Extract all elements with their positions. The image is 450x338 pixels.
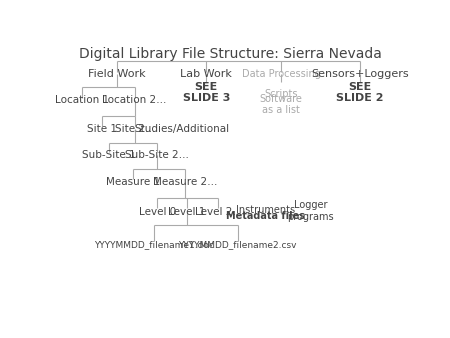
Text: Instruments: Instruments bbox=[236, 205, 295, 215]
Text: YYYYMMDD_filename2.csv: YYYYMMDD_filename2.csv bbox=[178, 240, 297, 249]
Text: Metadata files: Metadata files bbox=[226, 211, 305, 221]
Text: Location 2…: Location 2… bbox=[103, 95, 167, 105]
Text: YYYYMMDD_filename1.doc: YYYYMMDD_filename1.doc bbox=[94, 240, 214, 249]
Text: Level 2…: Level 2… bbox=[194, 207, 242, 217]
Text: Sensors+Loggers: Sensors+Loggers bbox=[311, 69, 409, 79]
Text: Measure 1: Measure 1 bbox=[106, 177, 160, 187]
Text: Location 1: Location 1 bbox=[55, 95, 109, 105]
Text: Studies/Additional: Studies/Additional bbox=[134, 124, 230, 134]
Text: Software
as a list: Software as a list bbox=[260, 94, 303, 115]
Text: Lab Work: Lab Work bbox=[180, 69, 232, 79]
Text: Level 1: Level 1 bbox=[168, 207, 206, 217]
Text: SEE
SLIDE 2: SEE SLIDE 2 bbox=[336, 82, 383, 103]
Text: Logger
programs: Logger programs bbox=[288, 200, 334, 222]
Text: Sub-Site 2…: Sub-Site 2… bbox=[126, 150, 189, 160]
Text: Data Processing: Data Processing bbox=[242, 69, 321, 79]
Text: Sub-Site 1: Sub-Site 1 bbox=[82, 150, 135, 160]
Text: SEE
SLIDE 3: SEE SLIDE 3 bbox=[183, 82, 230, 103]
Text: Site 1: Site 1 bbox=[86, 124, 117, 134]
Text: Field Work: Field Work bbox=[89, 69, 146, 79]
Text: Digital Library File Structure: Sierra Nevada: Digital Library File Structure: Sierra N… bbox=[79, 47, 382, 61]
Text: Site 2…: Site 2… bbox=[115, 124, 155, 134]
Text: Level 0: Level 0 bbox=[139, 207, 176, 217]
Text: Scripts: Scripts bbox=[265, 89, 298, 99]
Text: Measure 2…: Measure 2… bbox=[153, 177, 217, 187]
